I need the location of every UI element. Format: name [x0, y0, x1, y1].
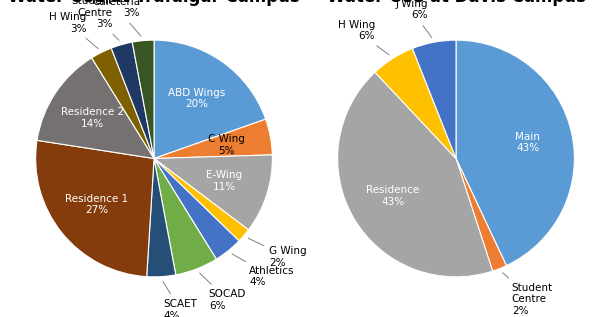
- Wedge shape: [413, 40, 456, 158]
- Text: Residence 2
14%: Residence 2 14%: [61, 107, 124, 129]
- Wedge shape: [132, 40, 154, 158]
- Wedge shape: [338, 72, 493, 277]
- Text: H Wing
6%: H Wing 6%: [338, 20, 389, 55]
- Wedge shape: [92, 48, 154, 158]
- Text: Residence 1
27%: Residence 1 27%: [65, 194, 129, 215]
- Wedge shape: [111, 42, 154, 158]
- Wedge shape: [456, 40, 574, 266]
- Text: SCAET
4%: SCAET 4%: [163, 281, 198, 317]
- Wedge shape: [154, 158, 216, 275]
- Wedge shape: [154, 158, 248, 241]
- Text: Residence
43%: Residence 43%: [366, 185, 419, 207]
- Text: C Wing
5%: C Wing 5%: [208, 134, 245, 156]
- Text: G Wing
2%: G Wing 2%: [248, 238, 307, 268]
- Wedge shape: [456, 158, 506, 271]
- Title: Water Use at Trafalgar Campus: Water Use at Trafalgar Campus: [8, 0, 300, 6]
- Wedge shape: [147, 158, 176, 277]
- Wedge shape: [154, 119, 272, 158]
- Wedge shape: [154, 158, 239, 259]
- Wedge shape: [375, 49, 456, 158]
- Text: J Wing
6%: J Wing 6%: [395, 0, 432, 38]
- Text: SOCAD
6%: SOCAD 6%: [200, 273, 246, 311]
- Wedge shape: [154, 40, 266, 158]
- Text: Student
Centre
2%: Student Centre 2%: [503, 273, 553, 316]
- Text: Athletics
4%: Athletics 4%: [232, 254, 295, 287]
- Wedge shape: [36, 140, 154, 277]
- Text: ABD Wings
20%: ABD Wings 20%: [168, 88, 225, 109]
- Wedge shape: [37, 58, 154, 158]
- Text: Cafeteria
3%: Cafeteria 3%: [92, 0, 141, 36]
- Text: E-Wing
11%: E-Wing 11%: [206, 170, 242, 191]
- Wedge shape: [154, 155, 272, 230]
- Text: H Wing
3%: H Wing 3%: [50, 12, 98, 49]
- Text: Student
Centre
3%: Student Centre 3%: [71, 0, 119, 40]
- Text: Main
43%: Main 43%: [515, 132, 540, 153]
- Title: Water Use at Davis Campus: Water Use at Davis Campus: [327, 0, 585, 6]
